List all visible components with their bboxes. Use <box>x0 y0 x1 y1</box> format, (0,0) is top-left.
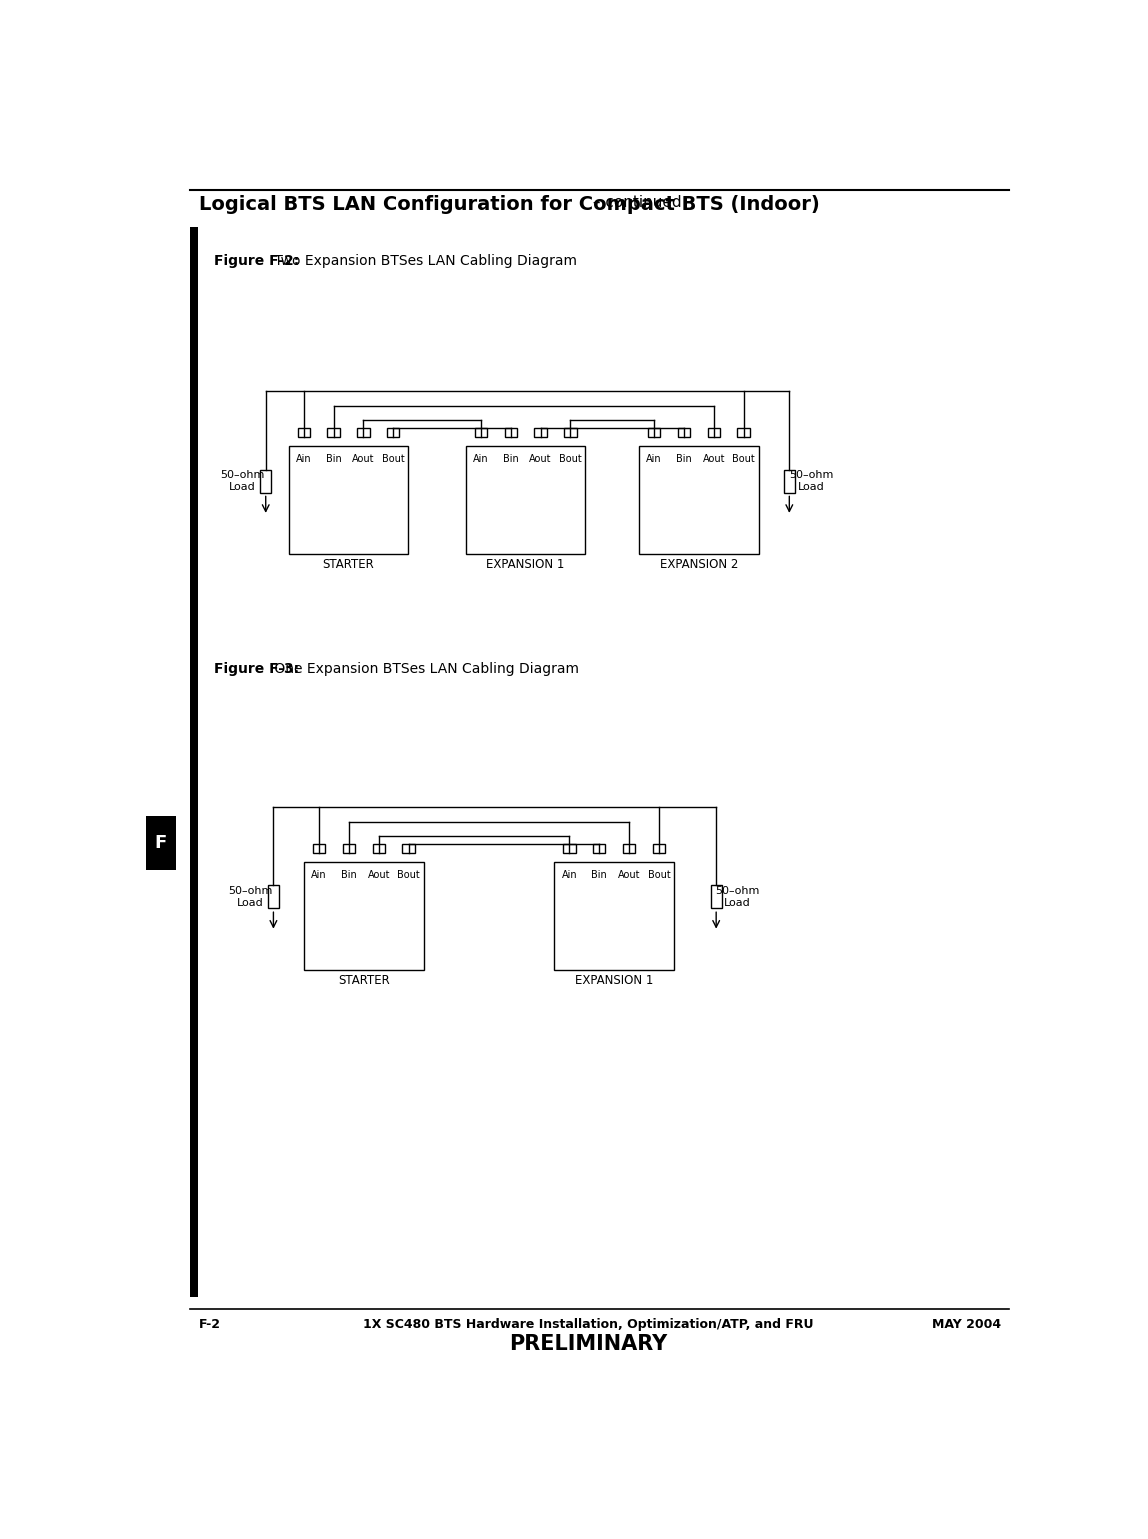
Bar <box>504 428 517 437</box>
Text: Bout: Bout <box>382 454 404 465</box>
Text: Ain: Ain <box>646 454 662 465</box>
Text: EXPANSION 1: EXPANSION 1 <box>487 559 565 571</box>
Text: Figure F-3:: Figure F-3: <box>215 662 300 676</box>
Text: One Expansion BTSes LAN Cabling Diagram: One Expansion BTSes LAN Cabling Diagram <box>270 662 579 676</box>
Bar <box>711 885 722 908</box>
Bar <box>387 428 400 437</box>
Bar <box>639 446 759 554</box>
Text: STARTER: STARTER <box>323 559 374 571</box>
Bar <box>191 228 197 1297</box>
Text: Aout: Aout <box>703 454 726 465</box>
Bar <box>653 843 665 853</box>
Text: EXPANSION 2: EXPANSION 2 <box>660 559 738 571</box>
Bar <box>357 428 370 437</box>
Bar <box>261 469 271 492</box>
Bar <box>564 428 576 437</box>
Text: Bin: Bin <box>503 454 519 465</box>
Bar <box>297 428 310 437</box>
Text: Ain: Ain <box>296 454 311 465</box>
Text: 50–ohm
Load: 50–ohm Load <box>220 471 265 492</box>
Bar <box>466 446 585 554</box>
Text: Bout: Bout <box>732 454 755 465</box>
Bar <box>403 843 414 853</box>
Text: EXPANSION 1: EXPANSION 1 <box>575 974 653 986</box>
Bar <box>647 428 660 437</box>
Text: Bout: Bout <box>647 870 670 880</box>
Text: 50–ohm
Load: 50–ohm Load <box>715 886 760 908</box>
Text: Ain: Ain <box>311 870 327 880</box>
Text: Bin: Bin <box>341 870 357 880</box>
Text: 50–ohm
Load: 50–ohm Load <box>228 886 272 908</box>
Bar <box>147 816 176 870</box>
Bar <box>343 843 355 853</box>
Text: Bout: Bout <box>559 454 582 465</box>
Text: Bin: Bin <box>326 454 341 465</box>
Text: Bout: Bout <box>397 870 420 880</box>
Bar <box>707 428 720 437</box>
Text: Ain: Ain <box>561 870 577 880</box>
Bar <box>564 843 575 853</box>
Bar <box>304 862 424 970</box>
Text: Aout: Aout <box>367 870 390 880</box>
Bar <box>313 843 325 853</box>
Bar <box>267 885 279 908</box>
Text: F: F <box>155 834 168 853</box>
Text: 50–ohm
Load: 50–ohm Load <box>789 471 833 492</box>
Text: Two Expansion BTSes LAN Cabling Diagram: Two Expansion BTSes LAN Cabling Diagram <box>270 254 576 268</box>
Bar <box>677 428 690 437</box>
Bar <box>594 843 605 853</box>
Bar <box>737 428 750 437</box>
Text: PRELIMINARY: PRELIMINARY <box>510 1333 667 1353</box>
Bar <box>784 469 794 492</box>
Bar <box>554 862 674 970</box>
Bar <box>534 428 546 437</box>
Bar <box>327 428 340 437</box>
Text: F-2: F-2 <box>199 1317 220 1331</box>
Text: STARTER: STARTER <box>338 974 390 986</box>
Text: Aout: Aout <box>352 454 374 465</box>
Bar <box>373 843 385 853</box>
Text: MAY 2004: MAY 2004 <box>932 1317 1001 1331</box>
Bar <box>474 428 487 437</box>
Text: Bin: Bin <box>676 454 692 465</box>
Bar <box>623 843 635 853</box>
Text: 1X SC480 BTS Hardware Installation, Optimization/ATP, and FRU: 1X SC480 BTS Hardware Installation, Opti… <box>363 1317 814 1331</box>
Text: Bin: Bin <box>591 870 607 880</box>
Text: Ain: Ain <box>473 454 489 465</box>
Text: Logical BTS LAN Configuration for Compact BTS (Indoor): Logical BTS LAN Configuration for Compac… <box>199 195 820 214</box>
Text: Aout: Aout <box>529 454 552 465</box>
Text: – continued: – continued <box>588 195 681 209</box>
Text: Figure F-2:: Figure F-2: <box>215 254 300 268</box>
Bar <box>289 446 409 554</box>
Text: Aout: Aout <box>618 870 641 880</box>
